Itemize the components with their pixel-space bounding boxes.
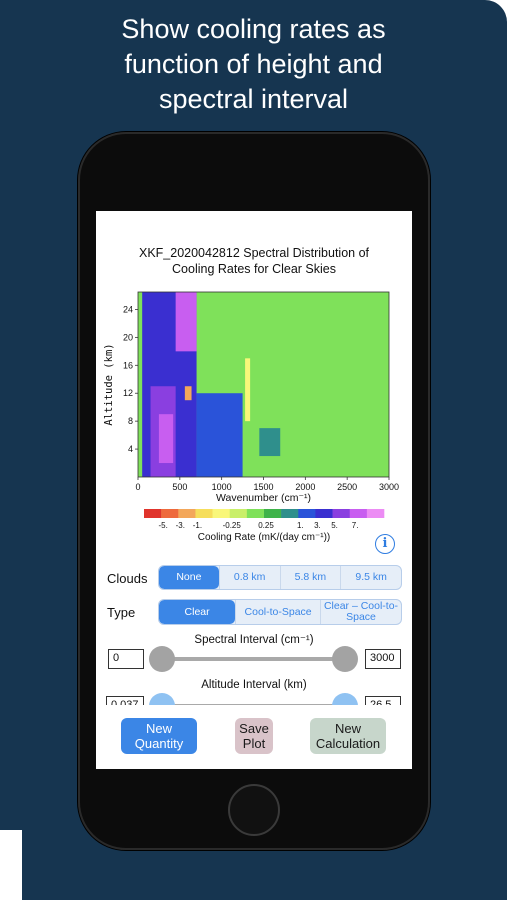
colorbar-tick-label: 3. [314,521,321,530]
type-segmented-control: Clear Cool-to-Space Clear – Cool-to-Spac… [158,599,402,625]
home-button[interactable] [228,784,280,836]
heatmap-region [158,414,174,464]
y-tick-label: 12 [123,388,133,398]
headline-line: Show cooling rates as [121,14,386,44]
colorbar-swatch [349,509,368,518]
spectral-min-field[interactable]: 0 [108,649,144,669]
colorbar-tick-label: -0.25 [223,521,242,530]
x-tick-label: 2500 [337,482,357,492]
colorbar-swatch [298,509,316,518]
clouds-option-0-8-km[interactable]: 0.8 km [218,566,280,589]
colorbar-swatch [178,509,196,518]
heatmap-region [196,393,243,477]
clouds-option-none[interactable]: None [159,566,219,589]
y-tick-label: 8 [128,416,133,426]
colorbar-tick-label: 0.25 [258,521,274,530]
cooling-rate-heatmap: 0 500 1000 1500 2000 2500 3000 4 8 12 16 20 24 Wavenu… [103,291,399,543]
spectral-max-thumb[interactable] [332,646,358,672]
new-quantity-button[interactable]: New Quantity [121,718,197,754]
clouds-option-9-5-km[interactable]: 9.5 km [340,566,401,589]
altitude-interval-title: Altitude Interval (km) [201,679,307,691]
y-tick-label: 16 [123,360,133,370]
spectral-interval-title: Spectral Interval (cm⁻¹) [194,634,314,646]
colorbar-tick-label: 1. [297,521,304,530]
spectral-min-thumb[interactable] [149,646,175,672]
type-option-clear-minus-cool-to-space[interactable]: Clear – Cool-to-Space [320,600,401,624]
type-option-cool-to-space[interactable]: Cool-to-Space [235,600,320,624]
colorbar-tick-label: 7. [352,521,359,530]
colorbar-swatch [212,509,231,518]
heatmap-region [175,292,197,352]
app-screen: XKF_2020042812 Spectral Distribution of … [96,211,412,769]
colorbar-swatch [264,509,282,518]
x-tick-label: 3000 [379,482,399,492]
spectral-max-field[interactable]: 3000 [365,649,401,669]
colorbar-swatch [281,509,299,518]
y-tick-label: 24 [123,304,133,314]
heatmap-region [259,428,281,457]
new-calculation-button[interactable]: New Calculation [310,718,386,754]
x-axis-label: Wavenumber (cm⁻¹) [216,492,311,504]
colorbar-tick-label: -3. [176,521,185,530]
colorbar-swatch [229,509,248,518]
info-icon[interactable]: i [375,534,395,554]
bottom-toolbar: New Quantity Save Plot New Calculation [96,705,412,769]
x-tick-label: 0 [135,482,140,492]
background-corner [0,830,22,900]
colorbar-tick-label: 5. [331,521,338,530]
y-tick-label: 20 [123,332,133,342]
colorbar-swatch [195,509,213,518]
heatmap-region [245,358,251,422]
type-option-clear[interactable]: Clear [159,600,236,624]
x-tick-label: 500 [172,482,187,492]
colorbar-swatch [161,509,179,518]
y-axis-label: Altitude (km) [103,343,115,425]
x-tick-label: 1500 [253,482,273,492]
colorbar-tick-label: -1. [193,521,202,530]
y-tick-label: 4 [128,444,133,454]
colorbar-swatch [332,509,351,518]
colorbar-swatch [315,509,333,518]
save-plot-button[interactable]: Save Plot [235,718,273,754]
heatmap-region [184,386,192,401]
colorbar-swatch [246,509,265,518]
spectral-slider-track[interactable] [162,657,346,661]
plot-title-line: Cooling Rates for Clear Skies [172,262,336,276]
plot-title: XKF_2020042812 Spectral Distribution of … [96,245,412,277]
colorbar-tick-label: -5. [158,521,167,530]
colorbar-label: Cooling Rate (mK/(day cm⁻¹)) [198,532,331,543]
plot-title-line: XKF_2020042812 Spectral Distribution of [138,246,369,260]
x-tick-label: 1000 [212,482,232,492]
headline: Show cooling rates as function of height… [0,12,507,117]
clouds-segmented-control: None 0.8 km 5.8 km 9.5 km [158,565,402,590]
type-label: Type [107,605,136,620]
headline-line: function of height and [124,49,383,79]
clouds-option-5-8-km[interactable]: 5.8 km [279,566,341,589]
x-tick-label: 2000 [295,482,315,492]
colorbar-swatch [366,509,385,518]
colorbar-swatch [144,509,162,518]
clouds-label: Clouds [107,571,148,586]
headline-line: spectral interval [158,84,349,114]
